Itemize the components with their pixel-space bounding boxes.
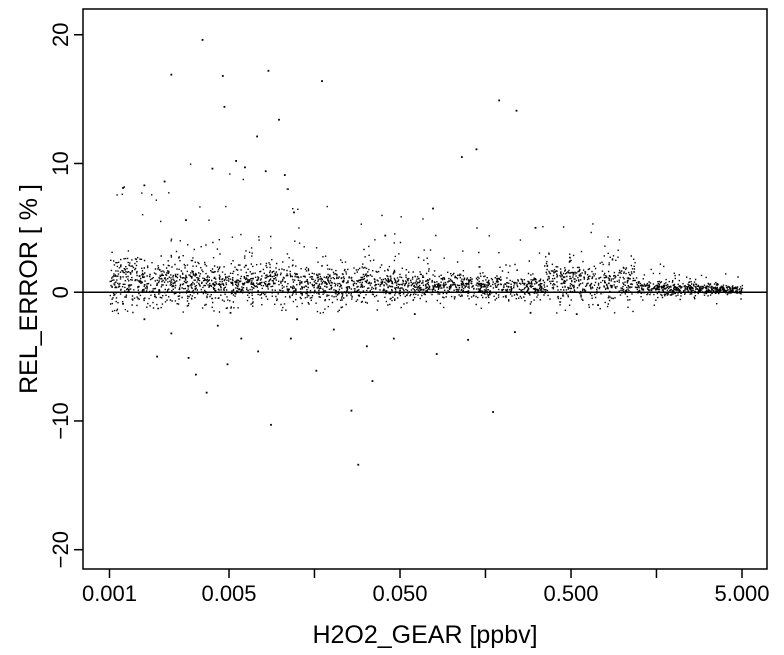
data-point [143,184,146,187]
data-point [515,109,518,112]
data-point [392,337,395,340]
y-tick-label: 10 [48,151,73,175]
data-point [223,105,226,108]
data-point [163,180,166,183]
y-tick-label: 0 [48,286,73,298]
x-axis-ticks: 0.001 0.005 0.050 0.500 5.000 [82,569,770,606]
data-point [321,80,323,82]
data-point [143,318,146,321]
data-point [194,373,197,376]
data-point [270,423,272,426]
data-point [371,380,374,382]
data-point [293,211,295,214]
data-point [211,167,214,170]
data-point [365,345,368,348]
data-point [156,355,159,358]
x-tick-label: 0.050 [372,581,427,606]
dense-points-path [109,163,744,315]
data-point [475,148,478,151]
y-tick-label: 20 [48,23,73,47]
data-point [467,338,469,341]
data-point [384,234,387,237]
outlier-points [122,38,599,466]
data-point [264,170,267,173]
x-tick-label: 5.000 [714,581,769,606]
data-point [240,337,243,340]
data-point [187,356,190,359]
data-point [283,174,286,176]
data-point [492,411,494,413]
data-point [597,304,599,306]
data-point [498,99,501,102]
data-point [229,311,232,314]
data-point [122,302,124,305]
data-point [216,324,219,327]
x-tick-label: 0.001 [82,581,137,606]
data-point [296,318,298,321]
data-point [413,313,416,316]
data-point [267,69,270,72]
x-axis-title: H2O2_GEAR [ppbv] [312,621,537,649]
y-axis-ticks: −20 −10 0 10 20 [48,23,83,568]
data-point [226,363,229,366]
data-point [257,350,260,353]
data-point [514,331,516,334]
data-point [185,219,187,222]
data-point [460,156,463,158]
y-tick-label: −20 [48,531,73,568]
y-tick-label: −10 [48,402,73,439]
data-point [256,135,259,138]
data-point [315,369,318,372]
data-point [235,160,237,162]
x-tick-label: 0.500 [543,581,598,606]
data-point [278,118,280,121]
data-point [432,207,434,210]
data-point [122,187,124,189]
data-point [357,463,360,466]
data-point [575,313,578,316]
data-point [289,337,292,340]
x-tick-label: 0.005 [201,581,256,606]
data-point [205,391,208,394]
data-point [350,409,353,412]
data-point [332,328,335,331]
data-point [244,166,246,169]
data-point [534,226,537,229]
plot-frame [82,8,768,570]
data-point [201,38,204,41]
data-point [170,73,173,76]
dense-point-cloud [109,163,744,315]
data-point [529,311,532,314]
data-point [170,332,173,335]
data-point [221,75,224,77]
data-point [435,353,438,355]
y-axis-title: REL_ERROR [ % ] [15,184,43,394]
